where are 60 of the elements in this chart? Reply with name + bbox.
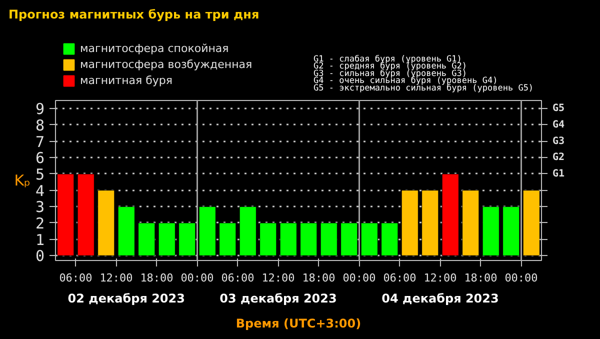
text: 03 декабря 2023 xyxy=(220,292,337,306)
bar xyxy=(77,174,94,256)
bar xyxy=(462,190,480,256)
bar xyxy=(522,190,540,256)
y-tick-label: 2 xyxy=(35,214,44,232)
bar xyxy=(178,222,196,256)
bar xyxy=(300,222,318,256)
bar xyxy=(98,190,115,256)
bar xyxy=(198,206,216,256)
y-tick-label: 4 xyxy=(35,182,44,200)
text: G3 xyxy=(552,136,565,147)
text: G4 xyxy=(552,119,565,130)
bar xyxy=(401,190,418,256)
y-tick-label: 1 xyxy=(35,230,44,249)
y-tick-label: 7 xyxy=(35,132,44,151)
legend-label: магнитосфера спокойная xyxy=(80,42,229,55)
bar xyxy=(340,222,358,256)
x-tick-label: 18:00 xyxy=(302,272,336,284)
x-tick-label: 12:00 xyxy=(100,272,133,284)
x-tick-label: 00:00 xyxy=(504,272,538,284)
bar xyxy=(118,206,135,256)
bar xyxy=(138,222,156,256)
y-tick-label: 5 xyxy=(35,165,44,184)
x-tick-label: 00:00 xyxy=(342,272,376,284)
x-tick-label: 18:00 xyxy=(464,272,498,284)
legend-label: магнитосфера возбужденная xyxy=(80,58,252,71)
x-tick-label: 12:00 xyxy=(424,272,457,284)
text: G1 xyxy=(552,168,565,180)
y-tick-label: 6 xyxy=(35,149,44,168)
x-tick-label: 06:00 xyxy=(59,272,92,284)
chart-title: Прогноз магнитных бурь на три дня xyxy=(8,8,260,22)
x-tick-label: 18:00 xyxy=(140,272,174,284)
bar xyxy=(502,206,520,256)
x-tick-label: 00:00 xyxy=(180,272,214,284)
text: 02 декабря 2023 xyxy=(68,292,185,306)
bar xyxy=(360,222,378,256)
y-tick-label: 9 xyxy=(35,100,44,118)
bar xyxy=(280,222,297,256)
bar xyxy=(239,206,256,256)
text: G5 xyxy=(552,103,565,114)
y-tick-label: 0 xyxy=(35,247,44,266)
bar xyxy=(381,222,398,256)
bar xyxy=(442,174,459,256)
x-tick-label: 06:00 xyxy=(383,272,416,284)
x-tick-label: 12:00 xyxy=(262,272,295,284)
x-axis-title: Время (UTC+3:00) xyxy=(236,316,362,330)
legend-label: магнитная буря xyxy=(80,74,173,87)
bar xyxy=(158,222,176,256)
text: 04 декабря 2023 xyxy=(382,292,499,306)
text: G2 xyxy=(552,152,565,164)
bar xyxy=(219,222,236,256)
y-tick-label: 8 xyxy=(35,116,44,134)
bar xyxy=(482,206,500,256)
bar xyxy=(320,222,338,256)
bar xyxy=(57,174,74,256)
bar xyxy=(260,222,277,256)
y-axis-title: Kₚ xyxy=(14,172,30,190)
x-tick-label: 06:00 xyxy=(221,272,254,284)
bar xyxy=(422,190,439,256)
y-tick-label: 3 xyxy=(35,198,44,216)
